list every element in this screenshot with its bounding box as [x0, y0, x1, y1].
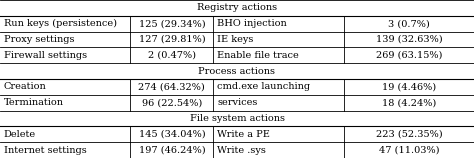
Text: BHO injection: BHO injection — [217, 19, 287, 28]
Text: Process actions: Process actions — [199, 67, 275, 76]
Text: services: services — [217, 98, 257, 107]
Text: Delete: Delete — [4, 130, 36, 139]
Text: Termination: Termination — [4, 98, 64, 107]
Text: Write .sys: Write .sys — [217, 146, 266, 155]
Text: 3 (0.7%): 3 (0.7%) — [388, 19, 430, 28]
Text: 19 (4.46%): 19 (4.46%) — [382, 82, 436, 91]
Text: Creation: Creation — [4, 82, 46, 91]
Text: Registry actions: Registry actions — [197, 3, 277, 12]
Text: 127 (29.81%): 127 (29.81%) — [138, 35, 205, 44]
Text: Enable file trace: Enable file trace — [217, 51, 299, 60]
Text: 145 (34.04%): 145 (34.04%) — [138, 130, 205, 139]
Text: File system actions: File system actions — [190, 114, 284, 123]
Text: Proxy settings: Proxy settings — [4, 35, 74, 44]
Text: 96 (22.54%): 96 (22.54%) — [142, 98, 202, 107]
Text: IE keys: IE keys — [217, 35, 254, 44]
Text: Internet settings: Internet settings — [4, 146, 87, 155]
Text: 139 (32.63%): 139 (32.63%) — [375, 35, 442, 44]
Text: Write a PE: Write a PE — [217, 130, 270, 139]
Text: Firewall settings: Firewall settings — [4, 51, 87, 60]
Text: 274 (64.32%): 274 (64.32%) — [138, 82, 205, 91]
Text: cmd.exe launching: cmd.exe launching — [217, 82, 310, 91]
Text: 125 (29.34%): 125 (29.34%) — [138, 19, 205, 28]
Text: 197 (46.24%): 197 (46.24%) — [138, 146, 205, 155]
Text: 223 (52.35%): 223 (52.35%) — [375, 130, 442, 139]
Text: 47 (11.03%): 47 (11.03%) — [379, 146, 439, 155]
Text: 2 (0.47%): 2 (0.47%) — [148, 51, 196, 60]
Text: 18 (4.24%): 18 (4.24%) — [382, 98, 436, 107]
Text: 269 (63.15%): 269 (63.15%) — [375, 51, 442, 60]
Text: Run keys (persistence): Run keys (persistence) — [4, 19, 117, 28]
